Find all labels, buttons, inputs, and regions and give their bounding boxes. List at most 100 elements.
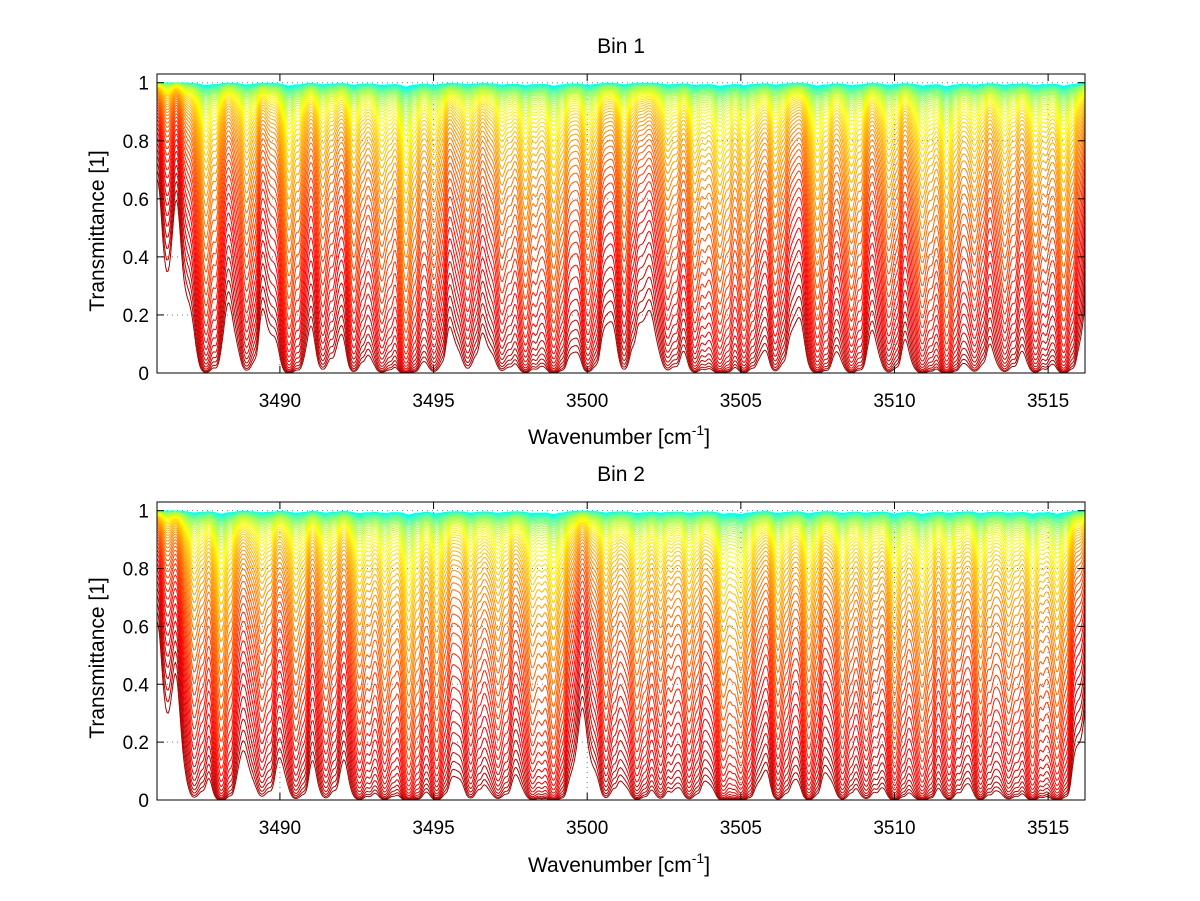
series-line bbox=[157, 553, 1085, 787]
y-tick-label: 1 bbox=[138, 74, 149, 95]
series-line bbox=[157, 539, 1085, 760]
x-tick-label: 3505 bbox=[720, 391, 762, 412]
series-line bbox=[157, 516, 1085, 613]
series-line bbox=[157, 515, 1085, 589]
series-line bbox=[157, 83, 1085, 113]
x-axis-label-text: Wavenumber [cm bbox=[528, 854, 692, 877]
series-line bbox=[157, 521, 1085, 663]
series-line bbox=[157, 96, 1085, 281]
series-line bbox=[157, 84, 1085, 123]
series-line bbox=[157, 179, 1085, 373]
x-tick-label: 3500 bbox=[566, 391, 608, 412]
series-line bbox=[157, 127, 1085, 367]
x-axis-label-superscript: -1 bbox=[692, 850, 705, 866]
y-tick-label: 0.4 bbox=[123, 675, 150, 696]
series-line bbox=[157, 85, 1085, 148]
series-line bbox=[157, 87, 1085, 176]
series-line bbox=[157, 542, 1085, 768]
series-line bbox=[157, 518, 1085, 631]
series-line bbox=[157, 85, 1085, 142]
series-line bbox=[157, 519, 1085, 641]
y-tick-label: 0 bbox=[138, 364, 149, 385]
series-line bbox=[157, 83, 1085, 110]
series-line bbox=[157, 536, 1085, 751]
chart-panel-bin-1: Bin 1 3490 3495 3500 3505 3510 3515 0 0.2 0.4 0.6… bbox=[86, 35, 1086, 449]
x-axis-label: Wavenumber [cm-1] bbox=[528, 422, 710, 449]
series-line bbox=[157, 512, 1085, 555]
series-line bbox=[157, 86, 1085, 161]
series-line bbox=[157, 549, 1085, 782]
series-line bbox=[157, 574, 1085, 798]
series-line bbox=[157, 511, 1085, 535]
series-line bbox=[157, 527, 1085, 709]
y-tick-label: 0.8 bbox=[123, 560, 149, 581]
x-tick-label: 3490 bbox=[259, 818, 301, 839]
series-line bbox=[157, 104, 1085, 324]
chart-title: Bin 2 bbox=[597, 463, 645, 486]
series-line bbox=[157, 106, 1085, 333]
series-line bbox=[157, 563, 1085, 794]
series-line bbox=[157, 512, 1085, 547]
plot-frame bbox=[156, 501, 1086, 801]
series-line bbox=[157, 595, 1085, 800]
series-line bbox=[157, 517, 1085, 622]
series-line bbox=[157, 621, 1085, 800]
y-tick-label: 0.8 bbox=[123, 132, 149, 153]
series-line bbox=[157, 83, 1085, 119]
x-axis-label-close: ] bbox=[704, 854, 710, 877]
y-axis-label: Transmittance [1] bbox=[86, 577, 109, 738]
chart-title: Bin 1 bbox=[597, 35, 645, 58]
series-line bbox=[157, 603, 1085, 800]
x-axis-label-text: Wavenumber [cm bbox=[528, 426, 692, 449]
series-line bbox=[157, 132, 1085, 370]
series-line bbox=[157, 85, 1085, 154]
series-line bbox=[157, 515, 1085, 596]
series-line bbox=[157, 89, 1085, 214]
series-line bbox=[157, 612, 1085, 800]
series-line bbox=[157, 529, 1085, 720]
plot-frame bbox=[156, 73, 1086, 374]
series-line bbox=[157, 87, 1085, 185]
x-tick-label: 3510 bbox=[873, 818, 915, 839]
series-line bbox=[157, 558, 1085, 791]
series-line bbox=[157, 163, 1085, 373]
series-line bbox=[157, 512, 1085, 544]
series-line bbox=[157, 123, 1085, 364]
x-tick-label: 3495 bbox=[412, 391, 454, 412]
series-line bbox=[157, 86, 1085, 168]
series-line bbox=[157, 119, 1085, 360]
x-tick-label: 3495 bbox=[412, 818, 454, 839]
series-line bbox=[157, 522, 1085, 674]
series-line bbox=[157, 149, 1085, 373]
series-line bbox=[157, 516, 1085, 604]
chart-panel-bin-2: Bin 2 3490 3495 3500 3505 3510 3515 0 0.2 0.4 0.6… bbox=[86, 463, 1086, 877]
y-axis-label: Transmittance [1] bbox=[86, 150, 109, 311]
series-line bbox=[157, 98, 1085, 292]
series-line bbox=[157, 137, 1085, 371]
series-line bbox=[157, 588, 1085, 800]
series-line bbox=[157, 90, 1085, 224]
y-tick-label: 0 bbox=[138, 791, 149, 812]
series-line bbox=[157, 84, 1085, 137]
series-line bbox=[157, 513, 1085, 570]
x-tick-label: 3515 bbox=[1027, 818, 1069, 839]
series-line bbox=[157, 143, 1085, 372]
x-tick-label: 3510 bbox=[873, 391, 915, 412]
series-line bbox=[157, 95, 1085, 269]
series-group bbox=[157, 82, 1085, 373]
series-line bbox=[157, 102, 1085, 314]
series-line bbox=[157, 533, 1085, 741]
x-tick-label: 3490 bbox=[259, 391, 301, 412]
series-line bbox=[157, 511, 1085, 533]
series-line bbox=[157, 545, 1085, 776]
series-line bbox=[157, 94, 1085, 258]
series-line bbox=[157, 83, 1085, 116]
x-tick-label: 3515 bbox=[1027, 391, 1069, 412]
series-line bbox=[157, 514, 1085, 582]
series-line bbox=[157, 513, 1085, 559]
series-line bbox=[157, 84, 1085, 132]
series-line bbox=[157, 156, 1085, 373]
series-line bbox=[157, 524, 1085, 686]
y-tick-label: 0.6 bbox=[123, 617, 149, 638]
